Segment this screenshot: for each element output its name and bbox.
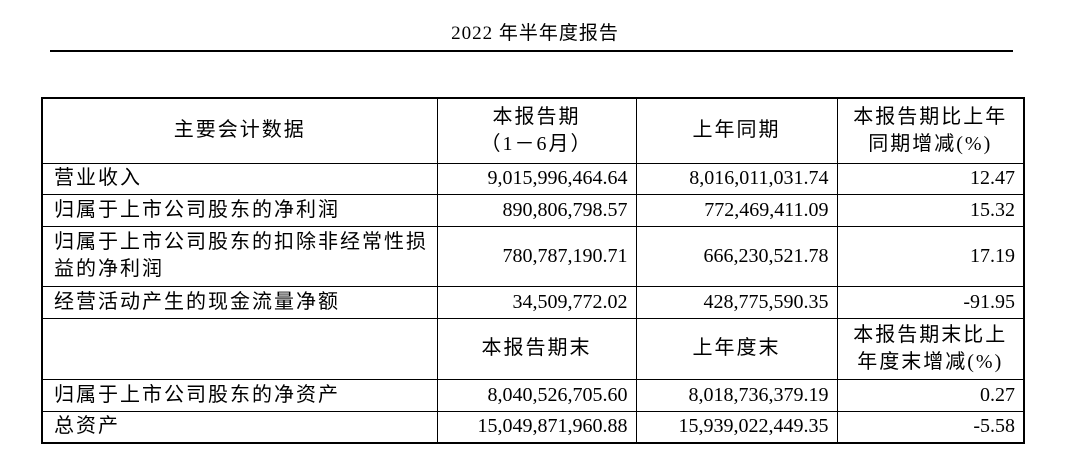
row-label: 经营活动产生的现金流量净额: [41, 285, 438, 319]
change-percent-value: -5.58: [836, 410, 1025, 444]
prior-period-value: 8,016,011,031.74: [635, 162, 838, 195]
prior-period-value: 772,469,411.09: [635, 193, 838, 227]
header-change-percent-line1: 本报告期比上年: [853, 105, 1008, 128]
header-prior-year-end: 上年度末: [635, 317, 838, 380]
table-row-net-profit-excl-nonrecurring: 归属于上市公司股东的扣除非经常性损益的净利润 780,787,190.71 66…: [41, 225, 1025, 287]
header-change-percent-line2: 同期增减(%): [868, 132, 993, 155]
header-change-percent: 本报告期比上年 同期增减(%): [836, 97, 1025, 164]
table-row-net-profit: 归属于上市公司股东的净利润 890,806,798.57 772,469,411…: [41, 193, 1025, 227]
current-period-value: 780,787,190.71: [436, 225, 637, 287]
table-row-operating-cash-flow: 经营活动产生的现金流量净额 34,509,772.02 428,775,590.…: [41, 285, 1025, 319]
table-row-net-assets: 归属于上市公司股东的净资产 8,040,526,705.60 8,018,736…: [41, 378, 1025, 412]
current-period-value: 34,509,772.02: [436, 285, 637, 319]
header-prior-period: 上年同期: [635, 97, 838, 164]
change-percent-value: 15.32: [836, 193, 1025, 227]
prior-period-value: 15,939,022,449.35: [635, 410, 838, 444]
row-label: 归属于上市公司股东的扣除非经常性损益的净利润: [41, 225, 438, 287]
header-end-change-percent-line1: 本报告期末比上: [853, 323, 1008, 346]
change-percent-value: 17.19: [836, 225, 1025, 287]
header-end-change-percent-line2: 年度末增减(%): [857, 350, 1004, 373]
current-period-value: 8,040,526,705.60: [436, 378, 637, 412]
table-row-total-assets: 总资产 15,049,871,960.88 15,939,022,449.35 …: [41, 410, 1025, 444]
header-current-period-end: 本报告期末: [436, 317, 637, 380]
current-period-value: 15,049,871,960.88: [436, 410, 637, 444]
current-period-value: 890,806,798.57: [436, 193, 637, 227]
row-label: 营业收入: [41, 162, 438, 195]
key-accounting-data-table: 主要会计数据 本报告期 （1－6月） 上年同期 本报告期比上年 同期增减(%) …: [41, 97, 1025, 444]
header-current-period: 本报告期 （1－6月）: [436, 97, 637, 164]
prior-period-value: 666,230,521.78: [635, 225, 838, 287]
page-title: 2022 年半年度报告: [451, 23, 619, 44]
prior-period-value: 8,018,736,379.19: [635, 378, 838, 412]
header-end-change-percent: 本报告期末比上 年度末增减(%): [836, 317, 1025, 380]
row-label: 归属于上市公司股东的净资产: [41, 378, 438, 412]
header-main-indicators: 主要会计数据: [41, 97, 438, 164]
row-label: 总资产: [41, 410, 438, 444]
header-current-period-line2: （1－6月）: [480, 132, 593, 155]
header-current-period-line1: 本报告期: [492, 105, 581, 128]
table-row-revenue: 营业收入 9,015,996,464.64 8,016,011,031.74 1…: [41, 162, 1025, 195]
row-label: 归属于上市公司股东的净利润: [41, 193, 438, 227]
header-empty-cell: [41, 317, 438, 380]
table-header-period: 主要会计数据 本报告期 （1－6月） 上年同期 本报告期比上年 同期增减(%): [41, 97, 1025, 164]
change-percent-value: 12.47: [836, 162, 1025, 195]
change-percent-value: 0.27: [836, 378, 1025, 412]
current-period-value: 9,015,996,464.64: [436, 162, 637, 195]
table-header-period-end: 本报告期末 上年度末 本报告期末比上 年度末增减(%): [41, 317, 1025, 380]
title-underline: [50, 50, 1013, 52]
change-percent-value: -91.95: [836, 285, 1025, 319]
prior-period-value: 428,775,590.35: [635, 285, 838, 319]
